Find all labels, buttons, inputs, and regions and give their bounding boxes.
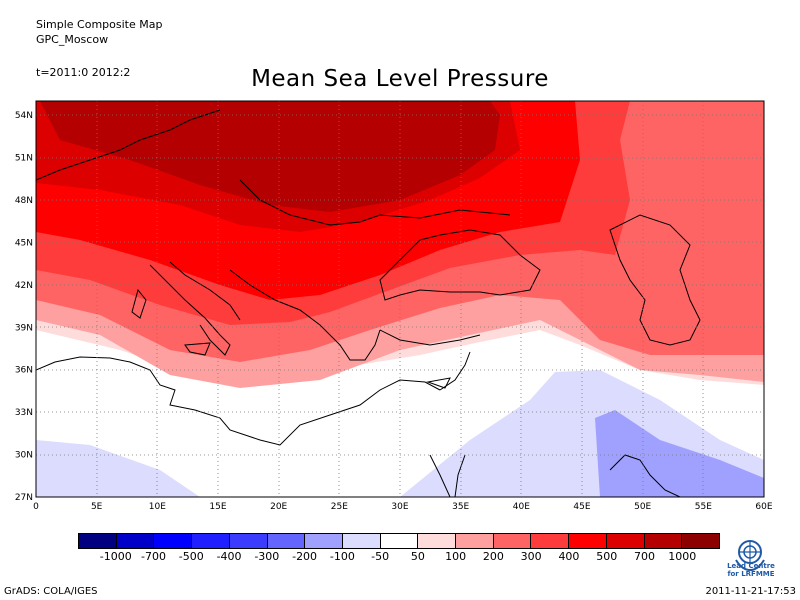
colorbar-cell bbox=[79, 534, 116, 548]
colorbar-cell bbox=[643, 534, 682, 548]
colorbar-cell bbox=[379, 534, 418, 548]
colorbar-cell bbox=[681, 534, 719, 548]
colorbar-cell bbox=[115, 534, 154, 548]
lon-tick-label: 60E bbox=[755, 502, 772, 512]
lat-tick-label: 30N bbox=[15, 451, 33, 461]
map-frame bbox=[35, 100, 765, 498]
time-range-label: t=2011:0 2012:2 bbox=[36, 66, 131, 79]
lon-tick-label: 50E bbox=[634, 502, 651, 512]
colorbar-cell bbox=[341, 534, 380, 548]
lon-tick-label: 20E bbox=[270, 502, 287, 512]
colorbar-cell bbox=[266, 534, 305, 548]
colorbar-label: 700 bbox=[633, 550, 655, 563]
colorbar-label: 400 bbox=[558, 550, 580, 563]
lat-tick-label: 39N bbox=[15, 323, 33, 333]
lat-tick-label: 27N bbox=[15, 493, 33, 503]
colorbar-cell bbox=[530, 534, 569, 548]
colorbar-label: -400 bbox=[216, 550, 242, 563]
colorbar-cell bbox=[605, 534, 644, 548]
lon-tick-label: 15E bbox=[209, 502, 226, 512]
lon-tick-label: 0 bbox=[33, 502, 39, 512]
footer-software: GrADS: COLA/IGES bbox=[4, 586, 98, 597]
lon-tick-label: 5E bbox=[91, 502, 103, 512]
logo-caption-line1: Lead Centre bbox=[727, 562, 775, 570]
colorbar-label: 100 bbox=[445, 550, 467, 563]
lon-tick-label: 55E bbox=[695, 502, 712, 512]
colorbar-label: -300 bbox=[254, 550, 280, 563]
footer-timestamp: 2011-11-21-17:53 bbox=[705, 586, 796, 597]
lon-tick-label: 25E bbox=[331, 502, 348, 512]
lat-tick-label: 42N bbox=[15, 281, 33, 291]
colorbar-label: 1000 bbox=[668, 550, 697, 563]
latitude-tick-labels: 27N 30N 33N 36N 39N 42N 45N 48N 51N 54N bbox=[15, 111, 33, 503]
logo-caption-line2: for LRFMME bbox=[727, 570, 775, 578]
map-title: Mean Sea Level Pressure bbox=[251, 66, 549, 92]
colorbar-label: 50 bbox=[410, 550, 425, 563]
pressure-map: 0 5E 10E 15E 20E 25E 30E 35E 40E 45E 50E 55E 60E 27N… bbox=[15, 100, 773, 512]
longitude-tick-labels: 0 5E 10E 15E 20E 25E 30E 35E 40E 45E 50E 55E 60E bbox=[33, 502, 773, 512]
subtitle-simple-composite: Simple Composite Map bbox=[36, 18, 163, 31]
coastlines bbox=[36, 109, 701, 497]
colorbar-cell bbox=[492, 534, 531, 548]
colorbar-label: 500 bbox=[596, 550, 618, 563]
lon-tick-label: 40E bbox=[513, 502, 530, 512]
lon-tick-label: 10E bbox=[149, 502, 166, 512]
wmo-logo bbox=[735, 540, 765, 572]
colorbar-label: -50 bbox=[371, 550, 390, 563]
lon-tick-label: 45E bbox=[573, 502, 590, 512]
colorbar-label: -100 bbox=[329, 550, 355, 563]
colorbar bbox=[78, 533, 720, 549]
lat-tick-label: 54N bbox=[15, 111, 33, 121]
colorbar-label: 300 bbox=[520, 550, 542, 563]
subtitle-center: GPC_Moscow bbox=[36, 33, 109, 46]
colorbar-cell bbox=[228, 534, 267, 548]
lat-tick-label: 48N bbox=[15, 196, 33, 206]
colorbar-cell bbox=[455, 534, 493, 548]
colorbar-label: -200 bbox=[292, 550, 318, 563]
colorbar-label: 200 bbox=[482, 550, 504, 563]
colorbar-label: -1000 bbox=[99, 550, 132, 563]
lat-tick-label: 51N bbox=[15, 154, 33, 164]
colorbar-cell bbox=[191, 534, 229, 548]
colorbar-label: -700 bbox=[141, 550, 166, 563]
logo-caption: Lead Centre for LRFMME bbox=[716, 562, 786, 578]
lat-tick-label: 36N bbox=[15, 366, 33, 376]
colorbar-cell bbox=[304, 534, 342, 548]
colorbar-cell bbox=[568, 534, 606, 548]
colorbar-cell bbox=[417, 534, 456, 548]
lon-tick-label: 35E bbox=[452, 502, 469, 512]
lat-tick-label: 45N bbox=[15, 238, 33, 248]
colorbar-label: -500 bbox=[178, 550, 204, 563]
colorbar-cell bbox=[153, 534, 192, 548]
lon-tick-label: 30E bbox=[391, 502, 408, 512]
grid-lines bbox=[36, 101, 764, 497]
lat-tick-label: 33N bbox=[15, 408, 33, 418]
